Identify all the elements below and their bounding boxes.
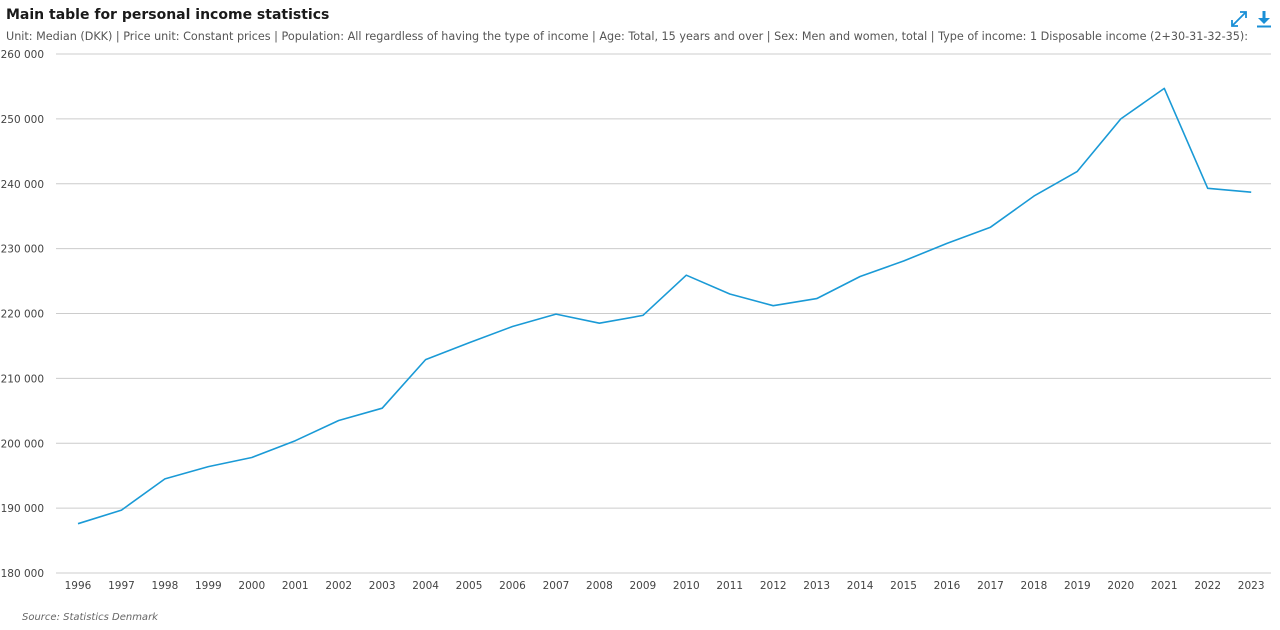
y-tick-label: 260 000 bbox=[1, 49, 44, 61]
data-point[interactable] bbox=[1247, 188, 1255, 196]
y-tick-label: 240 000 bbox=[1, 179, 44, 191]
x-tick-label: 2003 bbox=[369, 580, 396, 592]
data-point[interactable] bbox=[552, 310, 560, 318]
y-axis-labels: 180 000 190 000 200 000 210 000 220 000 230 0… bbox=[1, 49, 44, 580]
x-axis-labels: 1996 1997 1998 1999 2000 2001 2002 2003 2004 2005… bbox=[65, 580, 1265, 592]
data-point[interactable] bbox=[1030, 192, 1038, 200]
x-tick-label: 2010 bbox=[673, 580, 700, 592]
grid-lines bbox=[56, 53, 1271, 574]
data-point[interactable] bbox=[986, 223, 994, 231]
x-tick-label: 2009 bbox=[629, 580, 656, 592]
x-tick-label: 2004 bbox=[412, 580, 439, 592]
series-line[interactable] bbox=[77, 87, 1252, 525]
chart-title: Main table for personal income statistic… bbox=[6, 7, 330, 23]
x-tick-label: 2022 bbox=[1194, 580, 1221, 592]
x-tick-label: 2007 bbox=[543, 580, 570, 592]
data-point[interactable] bbox=[248, 454, 256, 462]
y-tick-label: 250 000 bbox=[1, 114, 44, 126]
x-tick-label: 2006 bbox=[499, 580, 526, 592]
x-tick-label: 2005 bbox=[456, 580, 483, 592]
data-point[interactable] bbox=[1073, 167, 1081, 175]
y-tick-label: 220 000 bbox=[1, 309, 44, 321]
y-tick-label: 190 000 bbox=[1, 503, 44, 515]
data-point[interactable] bbox=[813, 295, 821, 303]
data-point[interactable] bbox=[204, 463, 212, 471]
data-point[interactable] bbox=[769, 302, 777, 310]
data-point[interactable] bbox=[682, 271, 690, 279]
y-tick-label: 180 000 bbox=[1, 568, 44, 580]
x-tick-label: 2008 bbox=[586, 580, 613, 592]
x-tick-label: 2014 bbox=[847, 580, 874, 592]
data-point[interactable] bbox=[595, 319, 603, 327]
y-tick-label: 210 000 bbox=[1, 373, 44, 385]
download-icon bbox=[1257, 11, 1271, 28]
x-tick-label: 2016 bbox=[934, 580, 961, 592]
source-note: Source: Statistics Denmark bbox=[22, 612, 158, 623]
y-tick-label: 200 000 bbox=[1, 438, 44, 450]
data-point[interactable] bbox=[856, 273, 864, 281]
x-tick-label: 2020 bbox=[1107, 580, 1134, 592]
x-tick-label: 2019 bbox=[1064, 580, 1091, 592]
data-point[interactable] bbox=[161, 475, 169, 483]
data-point[interactable] bbox=[465, 339, 473, 347]
data-point[interactable] bbox=[900, 257, 908, 265]
data-point[interactable] bbox=[1117, 115, 1125, 123]
x-tick-label: 2001 bbox=[282, 580, 309, 592]
chart-subtitle: Unit: Median (DKK) | Price unit: Constan… bbox=[6, 30, 1249, 43]
data-point[interactable] bbox=[117, 506, 125, 514]
x-tick-label: 2002 bbox=[325, 580, 352, 592]
download-button[interactable] bbox=[1254, 9, 1274, 29]
data-point[interactable] bbox=[1204, 184, 1212, 192]
x-tick-label: 2015 bbox=[890, 580, 917, 592]
x-tick-label: 1997 bbox=[108, 580, 135, 592]
x-tick-label: 2011 bbox=[716, 580, 743, 592]
data-point[interactable] bbox=[726, 290, 734, 298]
data-point[interactable] bbox=[509, 322, 517, 330]
expand-icon bbox=[1231, 11, 1247, 27]
data-point[interactable] bbox=[422, 356, 430, 364]
series-layer bbox=[74, 84, 1255, 528]
x-tick-label: 2023 bbox=[1238, 580, 1265, 592]
data-point[interactable] bbox=[74, 520, 82, 528]
data-point[interactable] bbox=[335, 417, 343, 425]
x-tick-label: 2012 bbox=[760, 580, 787, 592]
data-point[interactable] bbox=[291, 437, 299, 445]
x-tick-label: 1998 bbox=[152, 580, 179, 592]
data-point[interactable] bbox=[378, 404, 386, 412]
x-tick-label: 2017 bbox=[977, 580, 1004, 592]
x-tick-label: 2013 bbox=[803, 580, 830, 592]
x-tick-label: 1996 bbox=[65, 580, 92, 592]
x-tick-label: 2018 bbox=[1021, 580, 1048, 592]
x-tick-label: 2000 bbox=[238, 580, 265, 592]
expand-button[interactable] bbox=[1229, 9, 1249, 29]
y-tick-label: 230 000 bbox=[1, 244, 44, 256]
data-point[interactable] bbox=[943, 239, 951, 247]
data-point[interactable] bbox=[1160, 84, 1168, 92]
x-tick-label: 2021 bbox=[1151, 580, 1178, 592]
x-tick-label: 1999 bbox=[195, 580, 222, 592]
data-point[interactable] bbox=[639, 311, 647, 319]
